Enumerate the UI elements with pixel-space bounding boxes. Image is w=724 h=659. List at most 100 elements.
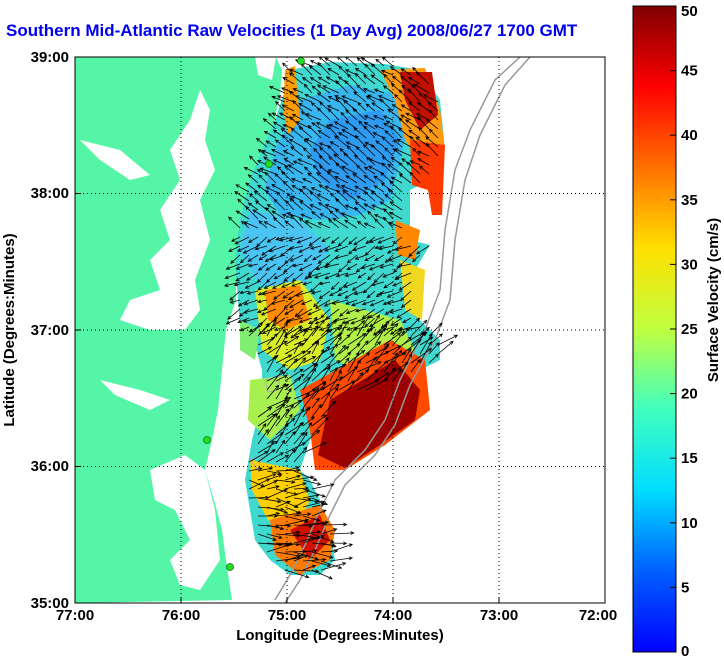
- velocity-arrow-head: [273, 480, 278, 484]
- velocity-arrow: [393, 139, 403, 148]
- velocity-arrow-head: [275, 524, 280, 529]
- velocity-arrow: [273, 290, 286, 300]
- velocity-arrow-head: [335, 80, 340, 85]
- velocity-arrow-head: [313, 549, 318, 553]
- velocity-arrow-head: [416, 102, 422, 106]
- velocity-arrow: [257, 533, 277, 541]
- velocity-arrow: [245, 182, 259, 193]
- velocity-arrow: [398, 162, 412, 175]
- velocity-arrow: [426, 119, 439, 130]
- velocity-arrow: [293, 338, 308, 346]
- velocity-arrow-head: [270, 337, 276, 341]
- velocity-arrow-head: [380, 182, 385, 187]
- velocity-arrow: [410, 348, 432, 364]
- velocity-arrow-head: [285, 400, 290, 404]
- velocity-arrow: [258, 174, 268, 184]
- velocity-arrow-head: [326, 366, 331, 371]
- velocity-arrow-head: [383, 73, 388, 78]
- velocity-arrow-head: [386, 301, 392, 305]
- velocity-arrow: [392, 281, 403, 287]
- velocity-arrow: [345, 272, 358, 277]
- velocity-arrow: [400, 114, 412, 121]
- velocity-arrow: [408, 245, 421, 257]
- velocity-arrow: [347, 352, 360, 373]
- grid-lines: [75, 57, 605, 603]
- velocity-arrow: [266, 544, 290, 553]
- velocity-arrow: [313, 299, 322, 307]
- velocity-arrow: [257, 473, 276, 481]
- velocity-arrow-head: [265, 322, 270, 328]
- velocity-arrow-head: [333, 121, 339, 125]
- velocity-arrow-head: [273, 333, 278, 338]
- velocity-arrow: [364, 166, 376, 175]
- velocity-arrow: [393, 148, 403, 157]
- velocity-arrow: [266, 371, 286, 382]
- velocity-arrow: [260, 167, 277, 175]
- velocity-arrow-head: [364, 340, 369, 345]
- velocity-arrow: [392, 330, 405, 346]
- velocity-arrow: [354, 207, 367, 220]
- velocity-arrow-head: [316, 84, 322, 89]
- velocity-arrow-head: [288, 72, 293, 77]
- velocity-arrow: [248, 263, 259, 267]
- velocity-arrow: [383, 281, 394, 289]
- velocity-arrow-head: [321, 319, 325, 324]
- velocity-arrow-head: [322, 85, 327, 89]
- velocity-arrow: [320, 392, 330, 409]
- velocity-arrow-head: [282, 124, 287, 128]
- velocity-arrow: [383, 332, 401, 346]
- velocity-arrow: [289, 138, 304, 148]
- velocity-arrow: [272, 112, 286, 121]
- velocity-arrow: [271, 149, 286, 157]
- velocity-arrow-head: [265, 140, 270, 145]
- velocity-arrow-head: [371, 102, 376, 107]
- velocity-arrow: [344, 80, 358, 94]
- velocity-arrow: [289, 198, 304, 211]
- velocity-arrow-head: [281, 134, 286, 139]
- velocity-arrow-head: [408, 101, 413, 106]
- velocity-arrow-head: [418, 92, 423, 97]
- velocity-arrow-head: [300, 213, 305, 218]
- velocity-arrow: [302, 356, 316, 364]
- velocity-arrow: [399, 173, 412, 184]
- velocity-arrow: [303, 281, 313, 285]
- velocity-arrow: [244, 221, 259, 229]
- velocity-arrow-head: [310, 102, 315, 107]
- velocity-arrow-head: [265, 189, 270, 195]
- velocity-arrow: [263, 118, 277, 130]
- velocity-arrow: [305, 113, 322, 121]
- velocity-arrow: [257, 429, 269, 445]
- velocity-arrow-head: [400, 104, 406, 109]
- velocity-arrow: [295, 290, 313, 297]
- velocity-arrow: [411, 84, 421, 94]
- velocity-arrow-head: [363, 125, 368, 130]
- velocity-arrow: [266, 440, 274, 454]
- velocity-arrow: [293, 160, 304, 166]
- velocity-arrow: [417, 158, 430, 166]
- velocity-arrow-head: [295, 121, 300, 125]
- velocity-arrow-head: [404, 362, 409, 366]
- velocity-arrow-head: [311, 122, 316, 126]
- velocity-arrow: [364, 142, 376, 148]
- velocity-arrow: [330, 141, 340, 148]
- velocity-arrow-head: [328, 218, 333, 223]
- velocity-arrow-head: [394, 323, 399, 328]
- velocity-arrow: [237, 317, 250, 323]
- velocity-arrow-head: [305, 574, 310, 579]
- velocity-arrow: [356, 361, 382, 373]
- velocity-arrow: [302, 501, 325, 508]
- velocity-arrow-head: [315, 172, 321, 176]
- velocity-arrow-head: [254, 246, 259, 251]
- velocity-arrow: [292, 263, 304, 267]
- velocity-arrow: [264, 172, 277, 184]
- velocity-arrow-head: [315, 535, 321, 540]
- velocity-arrow: [304, 272, 313, 280]
- velocity-arrow-head: [304, 486, 310, 491]
- velocity-arrow-head: [326, 105, 332, 109]
- velocity-arrow: [293, 432, 304, 445]
- velocity-arrow: [366, 103, 376, 112]
- velocity-arrow: [290, 146, 304, 157]
- velocity-arrow-head: [318, 295, 323, 300]
- velocity-arrow: [246, 272, 259, 281]
- velocity-arrow-head: [276, 266, 282, 271]
